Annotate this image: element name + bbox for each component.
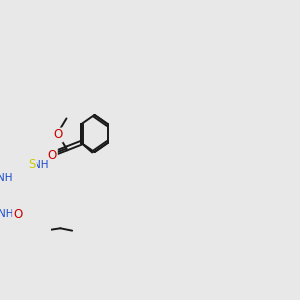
Text: NH: NH	[0, 173, 12, 183]
Text: O: O	[53, 128, 62, 142]
Text: O: O	[48, 149, 57, 162]
Text: NH: NH	[0, 209, 14, 219]
Text: NH: NH	[33, 160, 49, 170]
Text: S: S	[28, 158, 36, 171]
Text: O: O	[13, 208, 22, 221]
